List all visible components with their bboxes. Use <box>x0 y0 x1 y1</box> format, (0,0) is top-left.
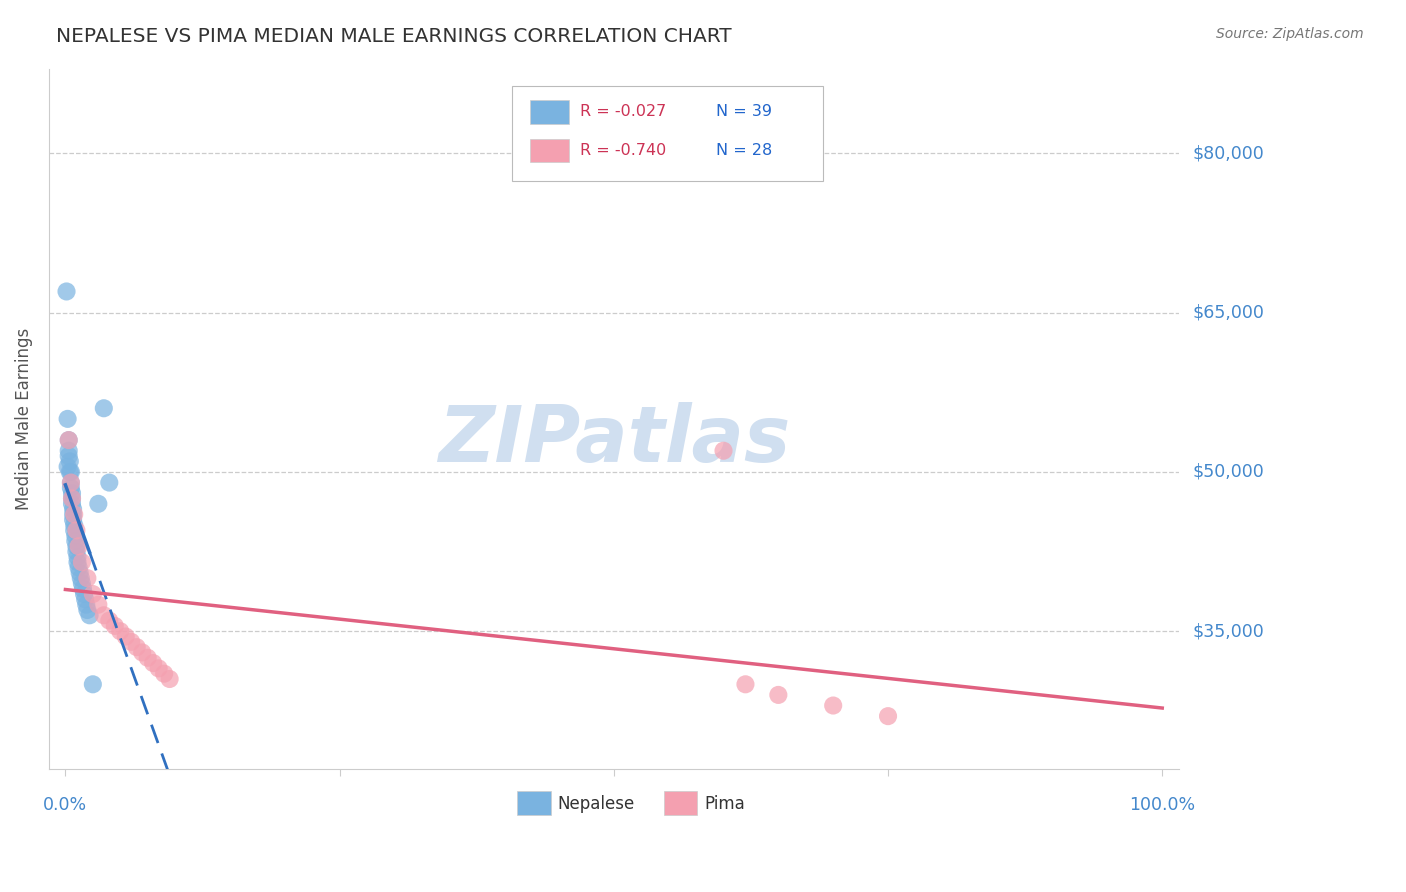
Point <box>55 285 77 299</box>
Point <box>69 566 91 580</box>
Point <box>58 433 80 447</box>
Point <box>59 465 82 479</box>
Point <box>734 677 756 691</box>
Point <box>56 412 79 426</box>
Point <box>62 502 84 516</box>
Point <box>66 549 89 564</box>
Point <box>67 539 90 553</box>
Point <box>60 486 83 500</box>
Text: 100.0%: 100.0% <box>1129 796 1195 814</box>
Point <box>153 666 176 681</box>
Text: Pima: Pima <box>704 795 745 813</box>
Point <box>159 672 181 686</box>
Point <box>59 454 82 468</box>
Point <box>131 645 153 659</box>
Point <box>63 508 86 522</box>
Point <box>66 555 89 569</box>
Point <box>65 539 87 553</box>
Point <box>93 608 115 623</box>
Point <box>76 603 98 617</box>
Point <box>104 619 127 633</box>
Point <box>58 449 80 463</box>
Point <box>63 518 86 533</box>
Point <box>87 497 110 511</box>
Point <box>823 698 845 713</box>
Text: Source: ZipAtlas.com: Source: ZipAtlas.com <box>1216 27 1364 41</box>
FancyBboxPatch shape <box>512 86 823 181</box>
Text: $65,000: $65,000 <box>1192 303 1264 322</box>
Point <box>62 513 84 527</box>
Point <box>79 608 101 623</box>
Point <box>59 481 82 495</box>
FancyBboxPatch shape <box>664 791 697 815</box>
Y-axis label: Median Male Earnings: Median Male Earnings <box>15 327 32 510</box>
Point <box>65 533 87 548</box>
Text: ZIPatlas: ZIPatlas <box>437 402 790 478</box>
Text: Nepalese: Nepalese <box>557 795 634 813</box>
Text: 0.0%: 0.0% <box>44 796 87 814</box>
Text: NEPALESE VS PIMA MEDIAN MALE EARNINGS CORRELATION CHART: NEPALESE VS PIMA MEDIAN MALE EARNINGS CO… <box>56 27 733 45</box>
Point <box>67 560 90 574</box>
Point <box>713 443 735 458</box>
Point <box>142 656 165 670</box>
Point <box>82 587 104 601</box>
Point <box>877 709 900 723</box>
FancyBboxPatch shape <box>516 791 551 815</box>
Point <box>59 475 82 490</box>
Point <box>125 640 148 654</box>
Point <box>75 592 97 607</box>
Point <box>60 491 83 506</box>
Point <box>70 555 93 569</box>
Text: $50,000: $50,000 <box>1192 463 1264 481</box>
Point <box>62 508 84 522</box>
Point <box>120 635 142 649</box>
Text: $35,000: $35,000 <box>1192 623 1264 640</box>
Point <box>114 630 136 644</box>
Point <box>65 524 87 538</box>
Point <box>76 571 98 585</box>
Point <box>73 587 96 601</box>
Point <box>75 598 97 612</box>
Point <box>59 475 82 490</box>
Point <box>93 401 115 416</box>
Point <box>56 459 79 474</box>
Point <box>72 582 94 596</box>
Point <box>82 677 104 691</box>
Point <box>98 614 121 628</box>
Point <box>58 433 80 447</box>
Point <box>148 661 170 675</box>
Point <box>60 491 83 506</box>
Point <box>58 443 80 458</box>
Text: $80,000: $80,000 <box>1192 145 1264 162</box>
Text: N = 39: N = 39 <box>716 104 772 120</box>
Point <box>98 475 121 490</box>
Point <box>69 571 91 585</box>
Point <box>63 524 86 538</box>
Point <box>136 650 159 665</box>
Point <box>59 465 82 479</box>
Text: N = 28: N = 28 <box>716 143 772 158</box>
Text: R = -0.027: R = -0.027 <box>579 104 666 120</box>
Point <box>70 576 93 591</box>
Point <box>110 624 132 639</box>
Point <box>65 529 87 543</box>
Point <box>65 544 87 558</box>
FancyBboxPatch shape <box>530 100 568 124</box>
Point <box>60 497 83 511</box>
Text: R = -0.740: R = -0.740 <box>579 143 666 158</box>
Point <box>768 688 790 702</box>
FancyBboxPatch shape <box>530 138 568 162</box>
Point <box>87 598 110 612</box>
